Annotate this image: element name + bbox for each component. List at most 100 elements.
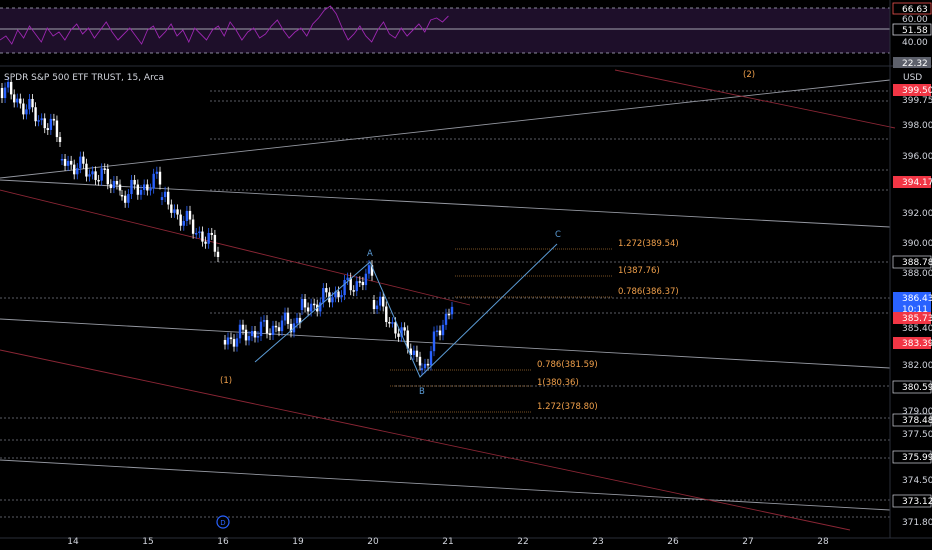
candle-body [361,281,365,286]
trendline-bottom-gray[interactable] [0,459,891,511]
candle-body [438,330,442,336]
candle-body [391,322,394,324]
candle-body [283,312,287,321]
candle-body [182,221,185,226]
price-tick: 379.00 [902,407,932,417]
candle-body [109,184,113,189]
candle-body [118,184,122,191]
candle-body [207,232,210,244]
candle-body [55,120,59,138]
channel-red-top[interactable] [614,69,896,129]
candle-body [149,188,152,191]
candle-body [191,219,195,234]
candle-body [63,158,67,166]
wave-2-label: (2) [743,70,755,80]
candle-body [19,98,22,104]
candle-body [204,241,207,244]
candle-body [388,322,391,324]
candle-body [256,336,260,338]
trendline-upper-gray[interactable] [0,79,891,179]
trendline-mid-gray[interactable] [0,179,891,228]
candle-body [309,303,313,312]
candle-body [213,234,217,252]
candle-body [120,195,124,197]
candle-body [235,338,239,347]
rsi-badge-66-text: 66.63 [902,5,928,15]
price-badge [893,292,931,304]
candle-body [85,163,88,177]
price-badge [892,494,932,508]
candle-body [412,350,416,356]
price-tick: 390.00 [902,239,932,249]
candlestick-series [0,76,454,375]
candle-body [223,340,227,345]
abc-pattern-line[interactable] [254,243,558,378]
candle-body [167,191,170,205]
candle-body [418,356,422,366]
rsi-badge-22 [893,57,931,68]
candle-body [331,297,334,303]
candle-body [152,173,155,189]
candle-body [185,210,189,222]
candle-body [349,277,352,291]
candle-body [216,251,220,258]
candle-body [295,317,299,324]
candle-body [397,333,400,337]
candle-body [406,330,409,349]
candle-body [229,337,233,340]
candle-body [66,160,70,166]
candle-body [91,171,94,175]
candle-body [268,333,272,336]
price-tick: 385.40 [902,324,932,334]
price-badge-text: 386.43 [902,294,932,304]
candle-body [274,325,278,328]
candle-body [241,324,245,330]
candle-body [226,337,230,345]
price-badge-text: 380.59 [902,383,932,393]
fib-upper-1: 1(387.76) [618,266,660,276]
rsi-tick-60: 60.00 [902,15,928,25]
rsi-axis[interactable]: 60.00 40.00 66.63 51.58 22.32 [892,2,932,69]
candle-body [37,120,40,122]
channel-red-upper[interactable] [0,189,471,306]
candle-body [9,81,13,95]
time-tick: 21 [442,537,453,547]
rsi-pane [0,5,932,67]
trendline-lower-gray[interactable] [0,318,891,369]
symbol-legend-title[interactable]: SPDR S&P 500 ETF TRUST, 15, Arca [4,73,165,83]
candle-body [355,281,358,292]
price-tick: 398.00 [902,121,932,131]
price-badge-text: 394.17 [902,178,932,188]
time-tick: 26 [667,537,679,547]
candle-body [69,160,73,165]
rsi-badge-22-text: 22.32 [902,59,928,69]
candle-body [247,336,251,341]
dividend-event-marker[interactable]: D [216,515,230,529]
candle-body [441,324,445,336]
price-axis[interactable]: USD 399.75 398.00 396.00 392.00 390.00 3… [902,73,932,528]
price-tick: 396.00 [902,152,932,162]
candle-body [280,320,284,332]
time-axis[interactable]: 14 15 16 19 20 21 22 23 26 27 28 [67,537,829,547]
time-tick: 28 [817,537,829,547]
wave-c-label: C [555,230,561,240]
candle-body [188,210,192,220]
wave-a-label: A [367,249,373,259]
candle-body [58,137,62,143]
fib-lower-1272: 1.272(378.80) [537,402,598,412]
candle-body [146,184,149,191]
candle-body [415,350,419,357]
candle-body [139,189,143,195]
price-tick: 388.00 [902,269,932,279]
candle-body [444,313,448,325]
candle-body [28,98,31,110]
candle-body [82,156,85,164]
price-tick: 377.50 [902,430,932,440]
candle-body [259,321,263,337]
price-badge [893,337,931,349]
channel-red-lower[interactable] [0,349,851,531]
candle-body [385,306,388,323]
abc-pattern[interactable]: A B C [254,230,561,397]
